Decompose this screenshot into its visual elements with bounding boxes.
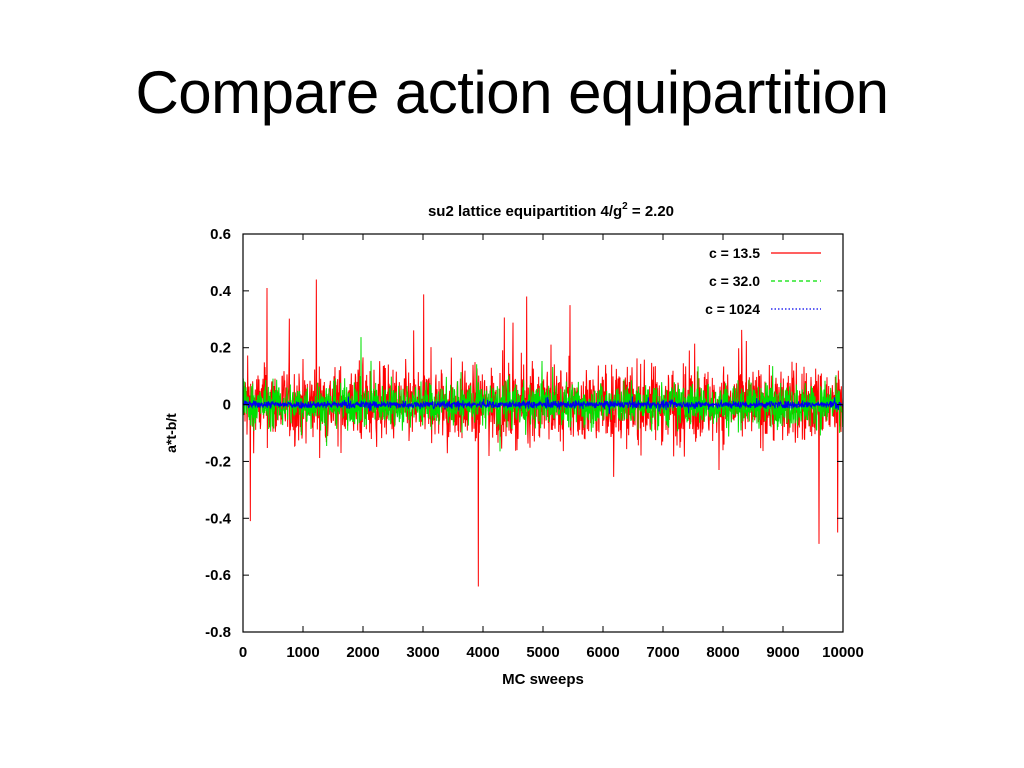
- x-tick-label: 3000: [406, 644, 439, 661]
- legend-bg: [684, 296, 834, 316]
- y-tick-label: -0.2: [205, 453, 231, 470]
- series-line-1: [243, 279, 843, 587]
- legend-label-2: c = 32.0: [709, 273, 760, 289]
- y-tick-label: 0.2: [210, 340, 231, 357]
- x-tick-label: 6000: [586, 644, 619, 661]
- legend-bg: [684, 268, 834, 288]
- chart-title-superscript: 2: [622, 201, 628, 212]
- x-axis-label: MC sweeps: [502, 671, 584, 688]
- slide-title: Compare action equipartition: [135, 59, 889, 126]
- x-tick-label: 5000: [526, 644, 559, 661]
- x-tick-label: 2000: [346, 644, 379, 661]
- x-tick-label: 0: [239, 644, 247, 661]
- y-axis-label: a*t-b/t: [163, 413, 179, 453]
- x-tick-label: 8000: [706, 644, 739, 661]
- y-tick-label: 0.4: [210, 283, 232, 300]
- legend-label-3: c = 1024: [705, 301, 760, 317]
- legend-bg: [684, 240, 834, 260]
- x-tick-label: 1000: [286, 644, 319, 661]
- x-tick-label: 7000: [646, 644, 679, 661]
- series-line-2: [243, 337, 843, 452]
- plot-frame: [242, 233, 844, 633]
- series-line-3: [243, 396, 843, 414]
- x-tick-label: 4000: [466, 644, 499, 661]
- y-tick-label: -0.4: [205, 510, 232, 527]
- legend: c = 13.5 c = 32.0 c = 1024: [684, 240, 834, 317]
- legend-label-1: c = 13.5: [709, 245, 760, 261]
- chart-title-suffix: = 2.20: [628, 203, 674, 220]
- x-tick-label: 9000: [766, 644, 799, 661]
- plot-area: [243, 279, 843, 587]
- y-tick-label: 0.6: [210, 226, 231, 243]
- x-tick-label: 10000: [822, 644, 864, 661]
- axes: 0 1000 2000 3000 4000 5000 6000 7000 8000 9000 100…: [205, 226, 864, 661]
- y-tick-label: -0.8: [205, 624, 231, 641]
- y-tick-label: 0: [223, 397, 231, 414]
- chart-title: su2 lattice equipartition 4/g2 = 2.20: [428, 201, 674, 220]
- y-tick-label: -0.6: [205, 567, 231, 584]
- chart-title-main: su2 lattice equipartition 4/g: [428, 203, 622, 220]
